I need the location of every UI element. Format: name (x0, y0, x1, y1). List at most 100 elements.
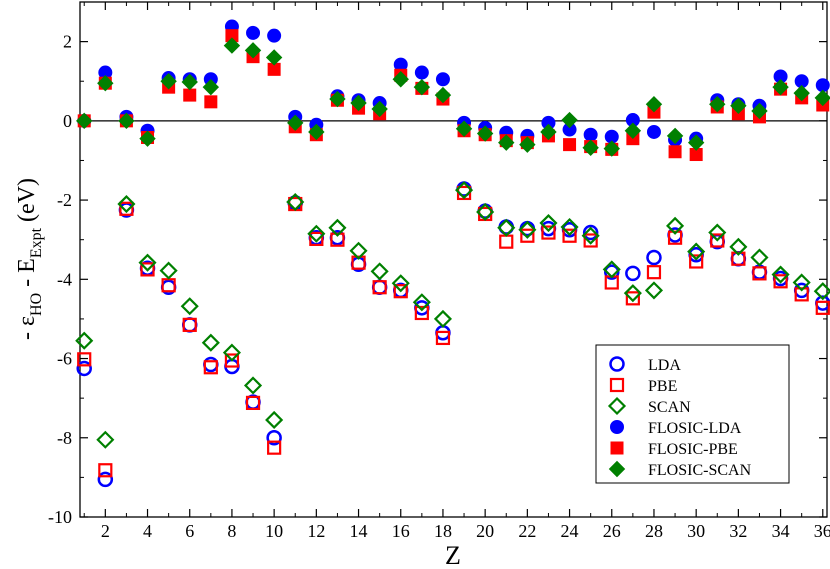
point-flosic-scan (413, 78, 431, 96)
point-flosic-scan (371, 100, 388, 118)
point-flosic-lda (246, 25, 261, 40)
point-flosic-scan (751, 102, 768, 120)
y-label-unit: (eV) (14, 178, 40, 228)
x-tick-label: 30 (687, 521, 705, 541)
point-flosic-scan (603, 140, 620, 157)
legend-label-flosic-scan: FLOSIC-SCAN (648, 462, 752, 479)
point-lda (646, 249, 662, 266)
x-tick-label: 2 (101, 521, 110, 541)
point-scan (476, 202, 495, 222)
x-tick-label: 14 (350, 521, 368, 541)
y-axis-label: - εHO - EExpt (eV) (14, 178, 45, 340)
point-scan (750, 248, 769, 267)
point-flosic-scan (265, 49, 283, 66)
point-pbe (499, 234, 514, 249)
point-scan (539, 213, 558, 233)
point-flosic-lda (435, 72, 450, 87)
point-flosic-lda (646, 124, 661, 139)
point-scan (771, 265, 790, 284)
point-scan (666, 216, 685, 235)
point-flosic-scan (814, 89, 830, 107)
point-pbe (414, 305, 429, 321)
point-pbe (393, 284, 408, 299)
point-scan (560, 217, 579, 237)
point-lda (582, 224, 599, 241)
point-flosic-scan (793, 84, 810, 102)
point-flosic-scan (350, 94, 367, 112)
point-flosic-pbe (204, 95, 218, 109)
point-pbe (646, 265, 662, 280)
point-flosic-lda (583, 127, 598, 142)
point-pbe (224, 353, 240, 368)
y-tick-label: -4 (57, 269, 72, 289)
legend-items: LDA PBE SCAN FLOSIC-LDA FLOSIC-PBE FLOSIC-SCA… (607, 356, 752, 479)
point-flosic-scan (118, 112, 135, 130)
point-scan (201, 333, 220, 352)
point-pbe (77, 352, 92, 367)
x-tick-label: 16 (392, 521, 410, 541)
point-flosic-scan (244, 42, 262, 59)
point-scan (813, 282, 830, 301)
point-scan (454, 181, 474, 200)
legend-marker-flosic-pbe (610, 441, 624, 455)
point-pbe (351, 255, 366, 270)
x-tick-label: 4 (143, 521, 152, 541)
point-lda (371, 279, 388, 295)
point-scan (138, 253, 157, 272)
point-flosic-scan (97, 75, 114, 92)
point-pbe (625, 291, 640, 306)
point-flosic-scan (202, 78, 220, 96)
point-flosic-scan (434, 86, 452, 104)
point-pbe (182, 317, 197, 332)
y-label-sub1: HO (28, 293, 45, 316)
point-flosic-scan (540, 123, 557, 141)
legend-marker-pbe (609, 377, 625, 393)
point-flosic-scan (582, 139, 599, 156)
y-tick-label: -6 (57, 349, 72, 369)
point-lda (667, 227, 683, 243)
legend: LDA PBE SCAN FLOSIC-LDA FLOSIC-PBE FLOSIC-SCA… (595, 344, 790, 484)
point-pbe (689, 254, 704, 269)
point-flosic-scan (498, 134, 515, 151)
point-flosic-scan (392, 71, 409, 88)
legend-marker-lda (609, 356, 625, 372)
point-lda (181, 317, 198, 333)
point-lda (604, 264, 620, 280)
point-scan (243, 376, 263, 395)
legend-marker-flosic-scan (608, 460, 626, 478)
point-pbe (794, 287, 809, 302)
legend-label-lda: LDA (648, 357, 681, 374)
point-scan (708, 223, 727, 242)
point-pbe (752, 266, 767, 281)
x-tick-label: 36 (814, 521, 830, 541)
y-label-minus: - ε (14, 316, 40, 340)
point-pbe (245, 395, 261, 411)
point-flosic-scan (287, 114, 304, 132)
x-tick-label: 34 (772, 521, 790, 541)
x-tick-label: 28 (645, 521, 663, 541)
point-pbe (119, 201, 134, 216)
point-flosic-scan (329, 90, 346, 108)
point-pbe (372, 280, 387, 295)
point-lda (203, 356, 219, 373)
point-flosic-scan (223, 37, 241, 54)
point-flosic-scan (76, 112, 93, 130)
point-flosic-scan (308, 123, 325, 141)
point-scan (497, 218, 516, 237)
y-label-sub2: Expt (28, 227, 45, 258)
point-flosic-scan (561, 111, 578, 129)
x-tick-label: 12 (307, 521, 325, 541)
point-scan (117, 194, 136, 214)
point-scan (286, 193, 305, 212)
point-flosic-lda (414, 65, 429, 80)
point-scan (328, 218, 347, 237)
point-pbe (140, 262, 155, 277)
point-flosic-scan (139, 130, 156, 147)
legend-marker-scan (607, 396, 627, 416)
x-tick-label: 22 (518, 521, 536, 541)
y-label-middle: - E (14, 258, 40, 293)
point-lda (540, 220, 557, 237)
series-scan (75, 181, 830, 449)
point-scan (265, 410, 284, 429)
